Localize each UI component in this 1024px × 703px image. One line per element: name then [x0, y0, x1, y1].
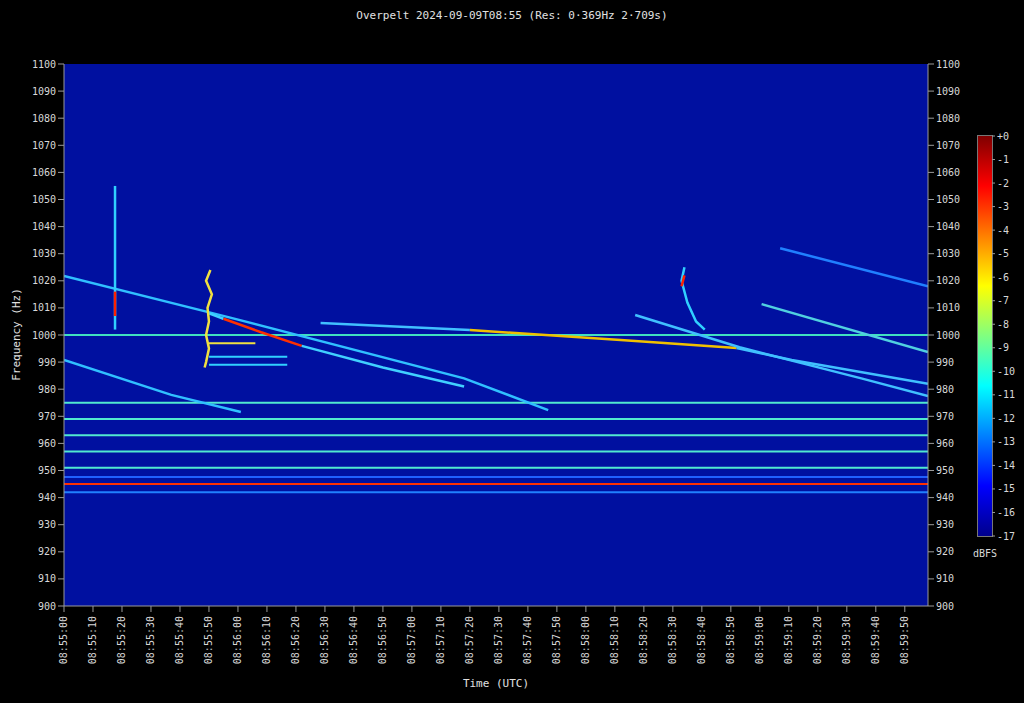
svg-text:910: 910 — [936, 573, 954, 584]
html-text:Frequency (Hz): Frequency (Hz) — [9, 288, 23, 381]
svg-text:-16: -16 — [997, 507, 1015, 518]
svg-text:1000: 1000 — [936, 330, 960, 341]
svg-text:1070: 1070 — [32, 140, 56, 151]
svg-text:1060: 1060 — [32, 167, 56, 178]
svg-text:08:58:00: 08:58:00 — [580, 616, 591, 664]
svg-text:08:58:10: 08:58:10 — [609, 616, 620, 664]
svg-text:-4: -4 — [997, 225, 1009, 236]
svg-text:08:59:50: 08:59:50 — [899, 616, 910, 664]
svg-text:1060: 1060 — [936, 167, 960, 178]
svg-text:900: 900 — [38, 601, 56, 612]
svg-text:-7: -7 — [997, 295, 1009, 306]
svg-text:+0: +0 — [997, 131, 1009, 142]
svg-text:1030: 1030 — [32, 248, 56, 259]
svg-text:1040: 1040 — [32, 221, 56, 232]
svg-text:-9: -9 — [997, 342, 1009, 353]
svg-text:-17: -17 — [997, 531, 1015, 542]
svg-text:08:57:20: 08:57:20 — [464, 616, 475, 664]
svg-text:1030: 1030 — [936, 248, 960, 259]
svg-text:08:56:30: 08:56:30 — [319, 616, 330, 664]
svg-text:980: 980 — [38, 384, 56, 395]
svg-text:-13: -13 — [997, 436, 1015, 447]
svg-text:910: 910 — [38, 573, 56, 584]
svg-text:940: 940 — [936, 492, 954, 503]
svg-text:1020: 1020 — [32, 275, 56, 286]
svg-text:-3: -3 — [997, 201, 1009, 212]
svg-text:-10: -10 — [997, 366, 1015, 377]
svg-text:1100: 1100 — [936, 59, 960, 70]
svg-text:08:57:50: 08:57:50 — [551, 616, 562, 664]
svg-text:1020: 1020 — [936, 275, 960, 286]
svg-text:970: 970 — [936, 411, 954, 422]
svg-text:1090: 1090 — [32, 86, 56, 97]
svg-text:1010: 1010 — [936, 302, 960, 313]
svg-text:-2: -2 — [997, 178, 1009, 189]
svg-text:08:56:00: 08:56:00 — [232, 616, 243, 664]
svg-text:950: 950 — [38, 465, 56, 476]
svg-text:08:57:10: 08:57:10 — [435, 616, 446, 664]
svg-text:08:58:40: 08:58:40 — [696, 616, 707, 664]
svg-text:930: 930 — [38, 519, 56, 530]
svg-text:08:55:50: 08:55:50 — [203, 616, 214, 664]
svg-text:08:57:40: 08:57:40 — [522, 616, 533, 664]
svg-text:08:58:30: 08:58:30 — [667, 616, 678, 664]
svg-text:1050: 1050 — [32, 194, 56, 205]
svg-text:970: 970 — [38, 411, 56, 422]
svg-text:08:55:10: 08:55:10 — [87, 616, 98, 664]
html-text:Time (UTC): Time (UTC) — [462, 677, 530, 690]
svg-text:08:55:00: 08:55:00 — [58, 616, 69, 664]
svg-text:-15: -15 — [997, 483, 1015, 494]
svg-text:960: 960 — [936, 438, 954, 449]
svg-text:dBFS: dBFS — [973, 548, 997, 559]
svg-text:990: 990 — [38, 357, 56, 368]
svg-text:900: 900 — [936, 601, 954, 612]
svg-text:-1: -1 — [997, 154, 1009, 165]
svg-text:-14: -14 — [997, 460, 1015, 471]
svg-text:08:55:40: 08:55:40 — [174, 616, 185, 664]
svg-text:08:56:50: 08:56:50 — [377, 616, 388, 664]
svg-text:1070: 1070 — [936, 140, 960, 151]
svg-text:08:56:10: 08:56:10 — [261, 616, 272, 664]
svg-text:1040: 1040 — [936, 221, 960, 232]
svg-text:1000: 1000 — [32, 330, 56, 341]
html-text:Overpelt 2024-09-09T08:55 (Res: Overpelt 2024-09-09T08:55 (Res: 0·369Hz … — [356, 9, 668, 22]
svg-text:1090: 1090 — [936, 86, 960, 97]
svg-text:950: 950 — [936, 465, 954, 476]
svg-text:920: 920 — [936, 546, 954, 557]
svg-text:08:55:30: 08:55:30 — [145, 616, 156, 664]
svg-text:08:55:20: 08:55:20 — [116, 616, 127, 664]
svg-text:08:57:00: 08:57:00 — [406, 616, 417, 664]
svg-text:1010: 1010 — [32, 302, 56, 313]
svg-text:980: 980 — [936, 384, 954, 395]
svg-text:08:58:20: 08:58:20 — [638, 616, 649, 664]
svg-text:930: 930 — [936, 519, 954, 530]
svg-text:920: 920 — [38, 546, 56, 557]
svg-text:-6: -6 — [997, 272, 1009, 283]
svg-text:-12: -12 — [997, 413, 1015, 424]
svg-text:1100: 1100 — [32, 59, 56, 70]
svg-text:1050: 1050 — [936, 194, 960, 205]
svg-text:-11: -11 — [997, 389, 1015, 400]
svg-text:08:57:30: 08:57:30 — [493, 616, 504, 664]
svg-text:-5: -5 — [997, 248, 1009, 259]
svg-text:08:59:30: 08:59:30 — [841, 616, 852, 664]
svg-text:08:59:40: 08:59:40 — [870, 616, 881, 664]
svg-text:-8: -8 — [997, 319, 1009, 330]
svg-text:08:56:20: 08:56:20 — [290, 616, 301, 664]
svg-text:08:59:00: 08:59:00 — [754, 616, 765, 664]
svg-text:1080: 1080 — [936, 113, 960, 124]
svg-text:08:58:50: 08:58:50 — [725, 616, 736, 664]
svg-text:08:56:40: 08:56:40 — [348, 616, 359, 664]
svg-text:960: 960 — [38, 438, 56, 449]
svg-text:940: 940 — [38, 492, 56, 503]
svg-text:990: 990 — [936, 357, 954, 368]
svg-text:08:59:20: 08:59:20 — [812, 616, 823, 664]
svg-text:08:59:10: 08:59:10 — [783, 616, 794, 664]
svg-text:1080: 1080 — [32, 113, 56, 124]
